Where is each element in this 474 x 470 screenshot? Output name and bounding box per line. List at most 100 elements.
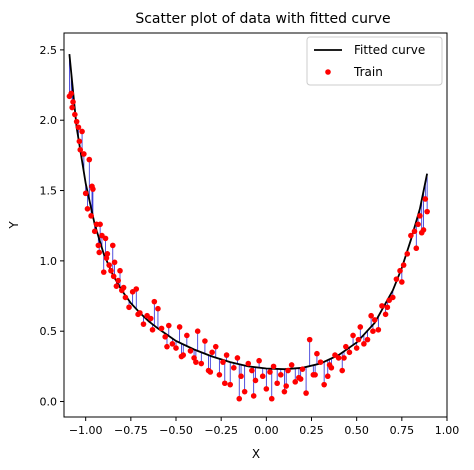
train-point bbox=[285, 367, 291, 374]
train-point bbox=[422, 196, 429, 202]
legend-point-swatch bbox=[325, 69, 331, 75]
train-point bbox=[245, 360, 252, 367]
y-tick-label: 2.0 bbox=[40, 114, 58, 127]
train-point bbox=[140, 321, 147, 327]
train-point bbox=[314, 350, 320, 357]
train-point bbox=[151, 298, 158, 305]
train-point bbox=[103, 255, 110, 261]
train-point bbox=[399, 279, 405, 285]
train-point bbox=[370, 328, 376, 334]
train-point bbox=[81, 151, 87, 157]
x-tick-label: −0.25 bbox=[204, 424, 238, 437]
x-tick-label: −1.00 bbox=[69, 424, 103, 437]
train-point bbox=[397, 267, 403, 274]
train-point bbox=[259, 373, 266, 380]
train-point bbox=[155, 305, 161, 312]
train-point bbox=[326, 362, 333, 368]
train-point bbox=[324, 373, 331, 380]
train-point bbox=[288, 362, 295, 368]
train-point bbox=[408, 232, 414, 239]
train-point bbox=[84, 206, 91, 212]
train-point bbox=[126, 304, 132, 311]
train-point bbox=[270, 363, 277, 370]
train-point bbox=[113, 283, 120, 289]
train-point bbox=[120, 284, 127, 291]
train-point bbox=[110, 273, 117, 280]
x-tick-label: 0.75 bbox=[390, 424, 415, 437]
train-point bbox=[252, 377, 259, 384]
y-tick-label: 1.0 bbox=[40, 255, 58, 268]
train-point bbox=[95, 242, 102, 249]
train-point bbox=[231, 364, 237, 371]
train-point bbox=[281, 388, 288, 395]
train-point bbox=[68, 90, 75, 97]
train-point bbox=[361, 341, 367, 347]
train-point bbox=[415, 221, 421, 228]
train-point bbox=[339, 367, 346, 374]
train-point bbox=[108, 267, 114, 274]
train-point bbox=[277, 372, 284, 378]
train-point bbox=[424, 208, 430, 215]
train-point bbox=[297, 376, 304, 382]
train-point bbox=[88, 213, 94, 219]
train-point bbox=[202, 338, 208, 344]
train-point bbox=[69, 104, 75, 111]
train-point bbox=[292, 379, 299, 385]
train-point bbox=[404, 251, 411, 257]
plot-area: −1.00 −0.75 −0.50 −0.25 0.00 0.25 0.50 0.75 1.00… bbox=[40, 32, 460, 437]
train-point bbox=[164, 343, 170, 350]
x-tick-label: 1.00 bbox=[435, 424, 460, 437]
train-point bbox=[176, 324, 183, 330]
axes-frame bbox=[63, 32, 448, 418]
train-point bbox=[312, 372, 318, 378]
train-point bbox=[117, 267, 123, 274]
train-point bbox=[346, 349, 353, 356]
train-point bbox=[417, 213, 423, 219]
train-point bbox=[96, 249, 103, 256]
train-point bbox=[220, 359, 226, 365]
y-tick-label: 2.5 bbox=[40, 44, 58, 57]
train-point bbox=[147, 315, 154, 322]
train-point bbox=[256, 357, 262, 364]
train-point bbox=[411, 228, 418, 235]
train-point bbox=[299, 366, 306, 372]
train-point bbox=[221, 380, 228, 387]
x-tick-label: −0.75 bbox=[114, 424, 148, 437]
train-point bbox=[303, 390, 309, 396]
train-point bbox=[382, 311, 389, 318]
train-point bbox=[162, 334, 168, 340]
train-point bbox=[390, 294, 396, 301]
y-tick-label: 0.0 bbox=[40, 396, 58, 409]
train-point bbox=[223, 352, 230, 358]
train-point bbox=[216, 372, 223, 378]
x-tick-label: 0.25 bbox=[299, 424, 324, 437]
train-point bbox=[70, 99, 76, 105]
train-point bbox=[364, 336, 371, 343]
train-point bbox=[353, 345, 360, 351]
train-point bbox=[234, 355, 241, 361]
train-point bbox=[321, 381, 327, 388]
train-point bbox=[191, 355, 197, 361]
train-point bbox=[357, 324, 364, 330]
train-point bbox=[379, 303, 385, 309]
train-point bbox=[133, 286, 140, 292]
y-tick-label: 1.5 bbox=[40, 185, 58, 198]
x-tick-label: 0.00 bbox=[254, 424, 279, 437]
train-point bbox=[178, 353, 185, 360]
train-point bbox=[77, 146, 84, 153]
train-point bbox=[149, 326, 156, 333]
train-point bbox=[371, 317, 378, 323]
train-point bbox=[184, 332, 190, 339]
train-point bbox=[375, 326, 382, 333]
train-point bbox=[106, 262, 112, 268]
train-point bbox=[274, 380, 280, 387]
legend-label-fitted-curve: Fitted curve bbox=[354, 43, 425, 57]
train-point bbox=[173, 345, 179, 351]
x-tick-label: −0.50 bbox=[159, 424, 193, 437]
legend-frame bbox=[306, 36, 443, 86]
train-point bbox=[283, 383, 290, 389]
train-point bbox=[109, 242, 116, 249]
legend-label-train: Train bbox=[353, 65, 383, 79]
train-point bbox=[335, 355, 342, 361]
